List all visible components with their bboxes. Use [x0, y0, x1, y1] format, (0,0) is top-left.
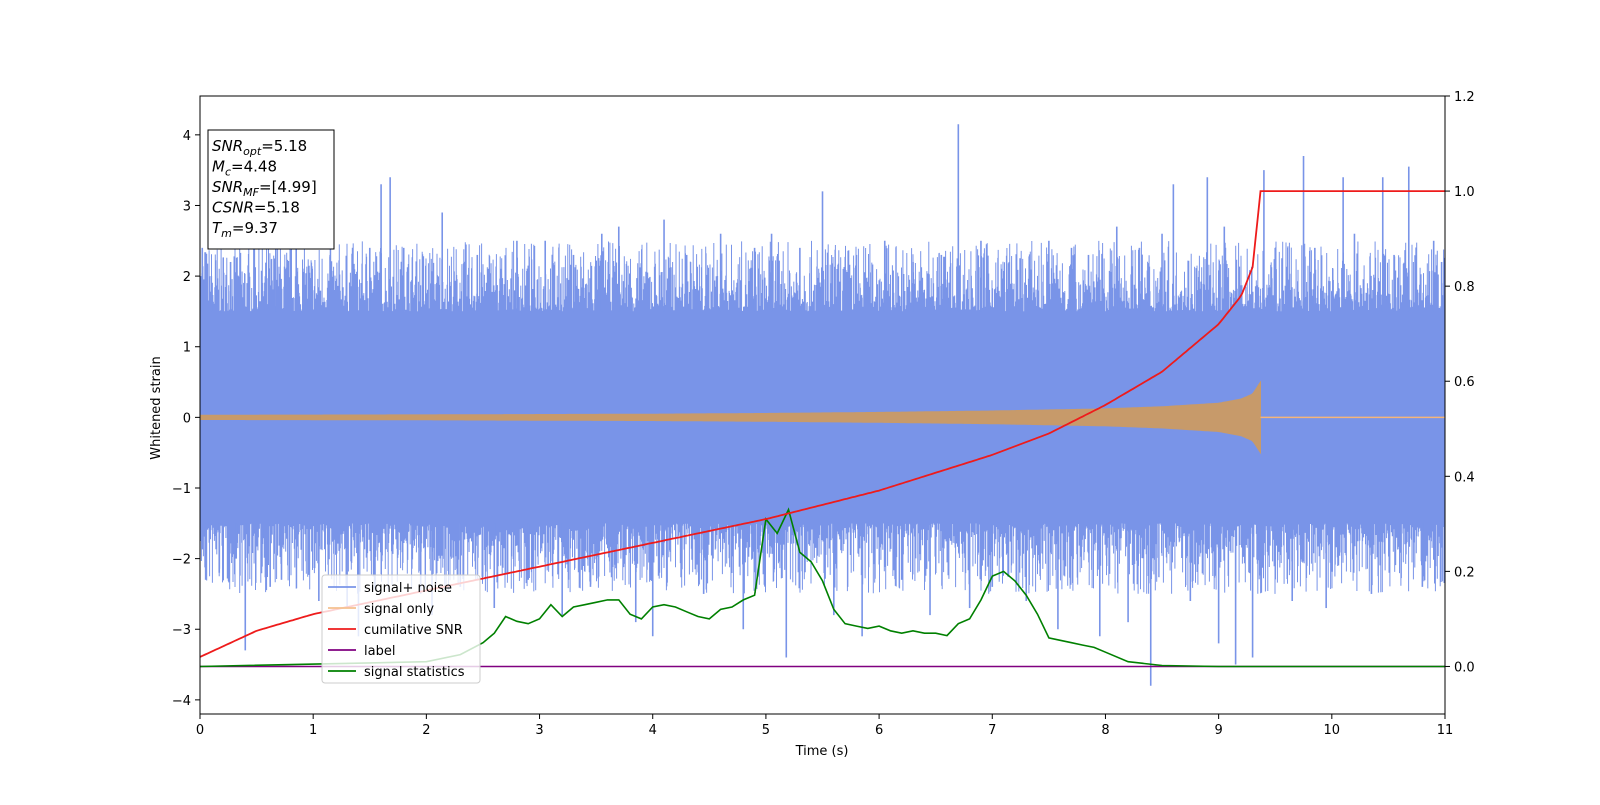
plot-layer: [200, 124, 1445, 686]
y-tick-label: −2: [172, 553, 191, 568]
x-tick-label: 0: [196, 723, 204, 738]
y2-tick-label: 0.2: [1454, 565, 1475, 580]
annotation-line: CSNR=5.18: [212, 199, 300, 217]
annotation-frame: [207, 129, 335, 250]
y-tick-label: 3: [183, 199, 191, 214]
y-tick-label: 1: [183, 341, 191, 356]
y2-tick-label: 0.8: [1454, 280, 1475, 295]
legend-label: cumilative SNR: [364, 623, 463, 638]
x-tick-label: 2: [422, 723, 430, 738]
annotation-line: SNRMF=[4.99]: [212, 178, 317, 199]
axes-layer: 0 1 2 3 4 5 6 7 8 9 10 11 −4 −3 −2 −1 0 1 2 3 4 0.0 0.2 0.4 0.6 0…: [172, 90, 1475, 738]
x-tick-label: 3: [535, 723, 543, 738]
y2-tick-label: 0.4: [1454, 470, 1475, 485]
x-tick-label: 8: [1101, 723, 1109, 738]
legend-label: signal only: [364, 602, 434, 617]
y-tick-label: −3: [172, 623, 191, 638]
y2-tick-label: 1.2: [1454, 90, 1475, 105]
plot-frame: [199, 95, 1446, 715]
y-axis-title: Whitened strain: [149, 356, 164, 459]
x-tick-label: 1: [309, 723, 317, 738]
legend-label: signal+ noise: [364, 581, 452, 596]
x-axis-title: Time (s): [795, 744, 849, 759]
x-tick-label: 6: [875, 723, 883, 738]
x-tick-label: 11: [1437, 723, 1454, 738]
y2-tick-label: 0.6: [1454, 375, 1475, 390]
y-tick-label: 0: [183, 411, 191, 426]
x-tick-label: 5: [762, 723, 770, 738]
y-tick-label: −4: [172, 694, 191, 709]
signal-only-envelope: [200, 380, 1261, 455]
y2-tick-label: 0.0: [1454, 660, 1475, 675]
y2-tick-label: 1.0: [1454, 185, 1475, 200]
annotation-line: SNRopt=5.18: [212, 137, 307, 158]
x-tick-label: 9: [1214, 723, 1222, 738]
legend-frame: [321, 574, 481, 684]
legend-label: signal statistics: [364, 665, 465, 680]
y-tick-label: 2: [183, 270, 191, 285]
x-tick-label: 7: [988, 723, 996, 738]
y-tick-label: 4: [183, 129, 191, 144]
annotation-line: Mc=4.48: [212, 158, 277, 179]
y-tick-label: −1: [172, 482, 191, 497]
signal-statistics-line: [200, 507, 1445, 668]
legend-label: label: [364, 644, 395, 659]
x-tick-label: 4: [649, 723, 657, 738]
annotation-line: Tm=9.37: [212, 219, 278, 240]
x-tick-label: 10: [1324, 723, 1341, 738]
legend: signal+ noise signal only cumilative SNR la…: [321, 574, 481, 684]
